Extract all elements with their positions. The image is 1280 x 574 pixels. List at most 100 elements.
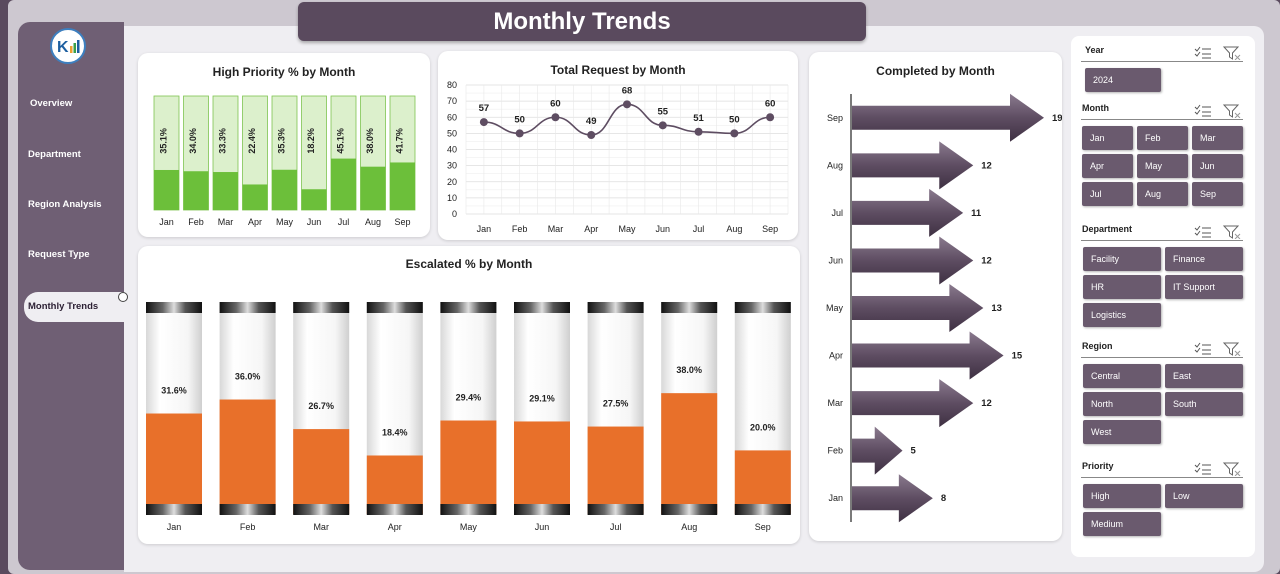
slicer-region-item[interactable]: Central (1083, 364, 1161, 388)
escalated-tube-cap-bottom (661, 504, 718, 515)
total-request-y-tick: 70 (447, 96, 457, 106)
escalated-tube-cap-bottom (734, 504, 791, 515)
escalated-bar (587, 426, 644, 514)
slicer-region-item[interactable]: East (1165, 364, 1243, 388)
total-request-x-tick: Jan (477, 224, 492, 234)
svg-text:K: K (57, 39, 69, 56)
slicer-priority-header: Priority (1082, 461, 1114, 471)
company-logo: K (50, 28, 86, 64)
escalated-x-tick: Apr (388, 522, 402, 532)
slicer-month-item[interactable]: Jun (1192, 154, 1243, 178)
escalated-data-label: 38.0% (676, 365, 702, 375)
completed-data-label: 15 (1012, 351, 1023, 362)
sidebar-item-monthly-trends[interactable]: Monthly Trends (24, 292, 124, 322)
slicer-department-item[interactable]: IT Support (1165, 275, 1243, 299)
high-priority-data-label: 35.3% (277, 128, 287, 154)
completed-data-label: 13 (991, 303, 1002, 314)
total-request-point (694, 127, 703, 136)
slicer-department-item[interactable]: Facility (1083, 247, 1161, 271)
total-request-data-label: 49 (586, 116, 597, 127)
total-request-x-tick: Jul (693, 224, 705, 234)
clear-filter-icon[interactable] (1222, 46, 1241, 61)
total-request-x-tick: Feb (512, 224, 528, 234)
escalated-tube-cap-top (440, 302, 497, 313)
total-request-y-tick: 30 (447, 161, 457, 171)
completed-arrow (852, 141, 974, 190)
slicer-department-item[interactable]: HR (1083, 275, 1161, 299)
escalated-tube-cap-top (734, 302, 791, 313)
high-priority-title: High Priority % by Month (212, 65, 356, 79)
escalated-bar (661, 393, 718, 514)
escalated-bar (514, 421, 570, 514)
slicer-month-item[interactable]: Aug (1137, 182, 1188, 206)
multi-select-icon[interactable] (1194, 46, 1211, 59)
multi-select-icon[interactable] (1194, 104, 1211, 117)
slicer-region-divider (1081, 357, 1243, 358)
high-priority-data-label: 35.1% (159, 128, 169, 154)
total-request-y-tick: 10 (447, 193, 457, 203)
slicer-month-item[interactable]: Jul (1082, 182, 1133, 206)
slicer-region-item[interactable]: North (1083, 392, 1161, 416)
total-request-point (658, 121, 667, 130)
total-request-data-label: 50 (729, 114, 740, 125)
slicer-month-item[interactable]: Jan (1082, 126, 1133, 150)
slicer-department-item[interactable]: Finance (1165, 247, 1243, 271)
total-request-card: Total Request by Month 0 10 20 30 40 50 60 70 80… (438, 51, 798, 240)
slicer-month-item[interactable]: Sep (1192, 182, 1243, 206)
sidebar-item-request-type[interactable]: Request Type (28, 249, 90, 260)
escalated-bar (146, 413, 202, 514)
total-request-x-tick: Aug (726, 224, 742, 234)
slicer-region-item[interactable]: South (1165, 392, 1243, 416)
slicer-month-item[interactable]: Feb (1137, 126, 1188, 150)
total-request-x-tick: Apr (584, 224, 598, 234)
clear-filter-icon[interactable] (1222, 462, 1241, 477)
total-request-x-tick: May (618, 224, 636, 234)
clear-filter-icon[interactable] (1222, 104, 1241, 119)
completed-y-tick: May (826, 303, 844, 313)
slicer-region-header: Region (1082, 341, 1113, 351)
sidebar-item-department[interactable]: Department (28, 149, 81, 160)
escalated-x-tick: Jul (610, 522, 622, 532)
clear-filter-icon[interactable] (1222, 225, 1241, 240)
slicer-month-toolbar (1193, 104, 1245, 119)
logo-icon: K (57, 39, 80, 56)
clear-filter-icon[interactable] (1222, 342, 1241, 357)
slicer-department-item[interactable]: Logistics (1083, 303, 1161, 327)
completed-arrow (852, 188, 964, 237)
slicer-month-header: Month (1082, 103, 1109, 113)
completed-y-tick: Jan (828, 493, 843, 503)
multi-select-icon[interactable] (1194, 342, 1211, 355)
total-request-point (730, 129, 739, 138)
escalated-tube-cap-top (587, 302, 644, 313)
slicer-year-item[interactable]: 2024 (1085, 68, 1161, 92)
sidebar-item-overview[interactable]: Overview (30, 98, 73, 109)
total-request-point (766, 113, 775, 122)
total-request-data-label: 60 (765, 98, 776, 109)
multi-select-icon[interactable] (1194, 225, 1211, 238)
multi-select-icon[interactable] (1194, 462, 1211, 475)
high-priority-data-label: 38.0% (365, 128, 375, 154)
slicer-region-item[interactable]: West (1083, 420, 1161, 444)
slicer-priority-item[interactable]: Medium (1083, 512, 1161, 536)
high-priority-data-label: 34.0% (188, 128, 198, 154)
completed-arrow (852, 331, 1004, 380)
high-priority-x-tick: Apr (248, 217, 262, 227)
escalated-tube-cap-bottom (219, 504, 276, 515)
total-request-y-tick: 0 (452, 209, 457, 219)
completed-data-label: 19 (1052, 113, 1062, 124)
total-request-data-label: 57 (479, 103, 490, 114)
slicer-month-item[interactable]: Apr (1082, 154, 1133, 178)
escalated-data-label: 29.1% (529, 393, 555, 403)
slicer-month-item[interactable]: May (1137, 154, 1188, 178)
completed-arrow (852, 284, 984, 332)
slicer-priority-item[interactable]: High (1083, 484, 1161, 508)
sidebar-item-region-analysis[interactable]: Region Analysis (28, 199, 102, 210)
escalated-tube-cap-top (219, 302, 276, 313)
completed-arrow (852, 379, 974, 428)
high-priority-bar (213, 172, 238, 210)
slicer-month-item[interactable]: Mar (1192, 126, 1243, 150)
escalated-tube-cap-top (366, 302, 423, 313)
slicer-priority-item[interactable]: Low (1165, 484, 1243, 508)
high-priority-data-label: 22.4% (247, 128, 257, 154)
total-request-y-tick: 50 (447, 128, 457, 138)
